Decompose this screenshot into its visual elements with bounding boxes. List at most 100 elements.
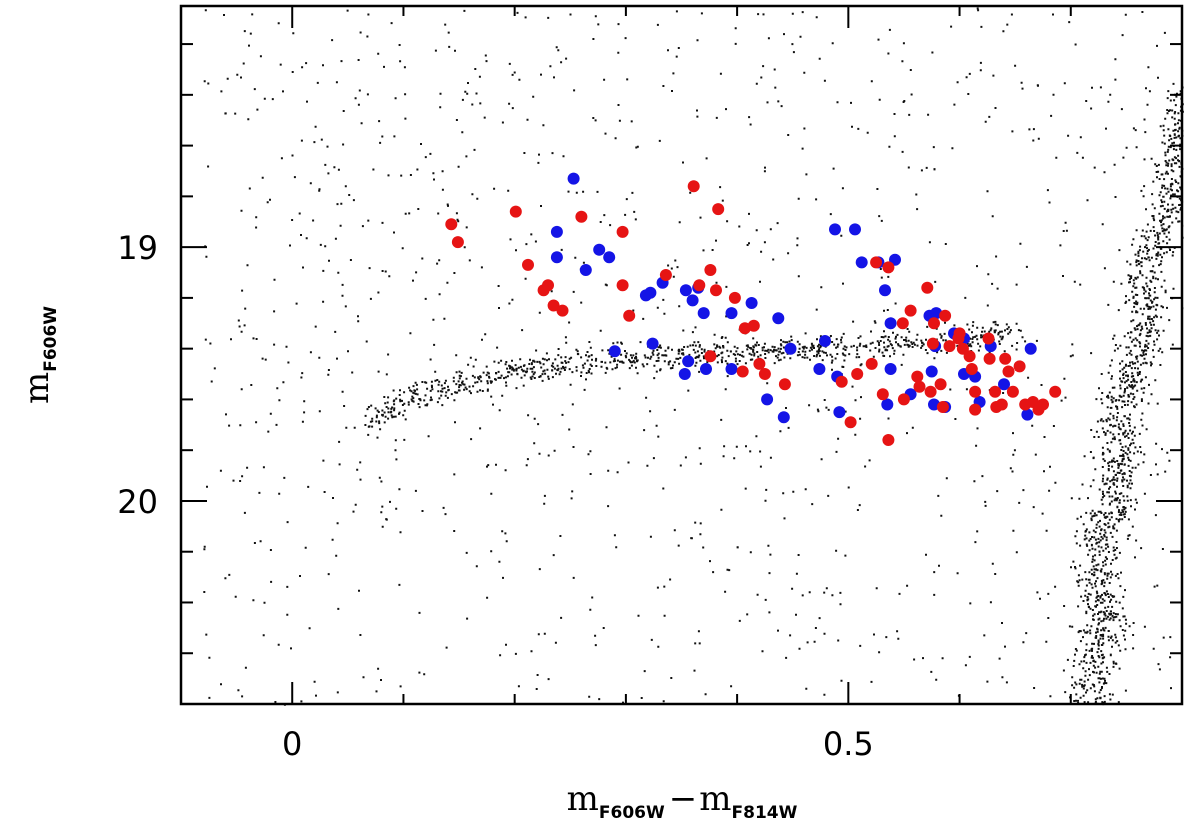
- data-point: [982, 332, 995, 345]
- data-point: [1006, 385, 1019, 398]
- data-point: [623, 309, 636, 322]
- highlighted-star-series: [445, 172, 1062, 446]
- data-point: [1037, 398, 1049, 411]
- data-point: [758, 368, 771, 380]
- y-tick-label: 19: [117, 229, 158, 267]
- data-point: [747, 319, 760, 332]
- data-point: [904, 304, 917, 317]
- data-point: [928, 317, 940, 330]
- data-point: [728, 291, 741, 304]
- data-point: [851, 368, 864, 380]
- x-tick-label: 0.5: [823, 725, 874, 763]
- data-point: [682, 355, 695, 368]
- x-axis-label: mF606W −mF814W: [567, 779, 798, 823]
- data-point: [547, 299, 560, 312]
- data-point: [778, 378, 791, 391]
- data-point: [943, 340, 956, 353]
- data-point: [924, 385, 937, 398]
- x-tick-label: 0: [282, 725, 302, 763]
- plot-frame: [179, 4, 1184, 706]
- data-point: [710, 284, 722, 297]
- data-point: [897, 393, 910, 406]
- data-point: [896, 317, 909, 330]
- data-point: [451, 236, 464, 249]
- data-point: [784, 342, 797, 355]
- data-point: [998, 378, 1010, 391]
- data-point: [963, 350, 976, 363]
- data-point: [855, 256, 868, 269]
- data-point: [999, 352, 1012, 365]
- y-tick-label: 20: [117, 483, 158, 521]
- data-point: [879, 284, 891, 297]
- data-point: [876, 388, 889, 401]
- data-point: [700, 363, 712, 375]
- data-point: [679, 284, 692, 297]
- data-point: [603, 251, 616, 264]
- data-point: [926, 337, 939, 350]
- data-point: [865, 357, 878, 370]
- data-point: [772, 312, 785, 325]
- data-point: [913, 380, 926, 393]
- data-point: [745, 297, 758, 309]
- series-2: [445, 180, 1062, 446]
- data-point: [829, 223, 841, 236]
- data-point: [678, 368, 691, 380]
- data-point: [616, 225, 629, 238]
- tick-labels: 0 0.5 19 20: [117, 229, 873, 763]
- data-point: [736, 365, 749, 378]
- data-point: [537, 284, 550, 297]
- data-point: [969, 403, 982, 416]
- data-point: [777, 411, 790, 424]
- data-point: [659, 269, 672, 281]
- data-point: [753, 357, 766, 370]
- data-point: [952, 332, 965, 345]
- data-point: [1024, 342, 1037, 355]
- data-point: [870, 256, 883, 269]
- data-point: [556, 304, 569, 317]
- data-point: [813, 363, 826, 375]
- data-point: [990, 401, 1003, 413]
- data-point: [761, 393, 774, 406]
- data-point: [965, 363, 978, 375]
- data-point: [550, 225, 563, 238]
- data-point: [849, 223, 861, 236]
- data-point: [1013, 360, 1026, 373]
- data-point: [819, 335, 831, 347]
- data-point: [522, 258, 534, 271]
- data-point: [1002, 365, 1015, 378]
- data-point: [704, 350, 717, 363]
- data-point: [1049, 385, 1062, 398]
- data-point: [884, 317, 897, 330]
- data-point: [704, 264, 717, 276]
- data-point: [936, 401, 949, 413]
- data-point: [608, 345, 621, 358]
- data-point: [1021, 408, 1034, 421]
- data-point: [881, 398, 894, 411]
- data-point: [989, 385, 1002, 398]
- data-point: [579, 264, 592, 276]
- data-point: [575, 210, 588, 223]
- data-point: [925, 365, 938, 378]
- data-point: [921, 281, 934, 294]
- data-point: [712, 203, 725, 216]
- data-point: [509, 205, 522, 218]
- y-axis-label: mF606W: [17, 306, 61, 404]
- data-point: [593, 243, 606, 256]
- series-1: [550, 172, 1037, 424]
- data-point: [725, 363, 738, 375]
- data-point: [911, 370, 924, 383]
- data-point: [969, 385, 982, 398]
- data-point: [693, 279, 706, 292]
- data-point: [639, 289, 652, 302]
- data-point: [646, 337, 659, 350]
- data-point: [697, 307, 710, 320]
- data-point: [882, 261, 895, 274]
- data-point: [939, 309, 952, 322]
- data-point: [983, 352, 996, 365]
- data-point: [567, 172, 580, 185]
- data-point: [884, 363, 897, 375]
- data-point: [934, 378, 947, 391]
- data-point: [445, 218, 458, 231]
- data-point: [882, 434, 895, 446]
